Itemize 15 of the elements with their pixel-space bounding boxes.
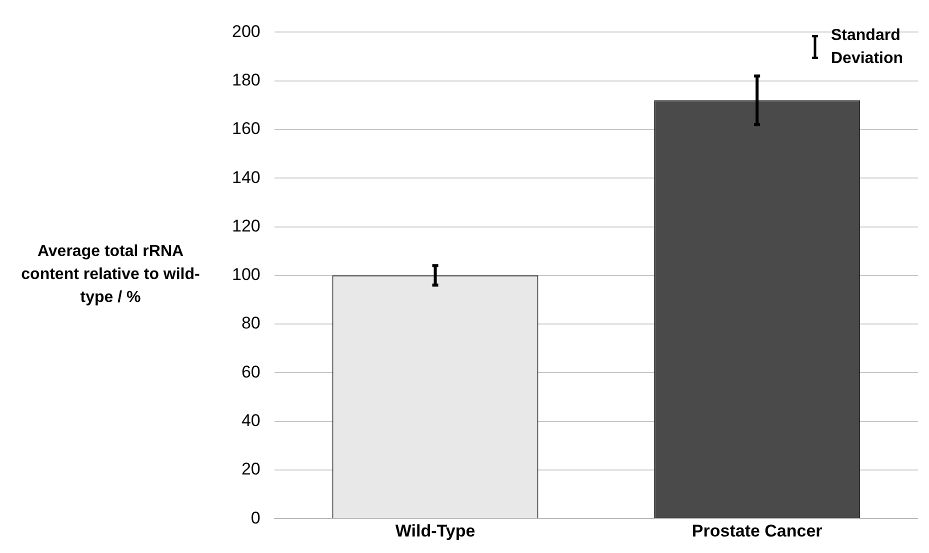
y-tick-label: 200 (232, 22, 260, 41)
y-axis-title: Average total rRNA content relative to wild-type / % (20, 242, 201, 308)
y-tick-label: 80 (241, 314, 260, 333)
x-tick-label: Wild-Type (395, 521, 476, 540)
y-tick-label: 120 (232, 216, 260, 236)
y-tick-label: 20 (241, 460, 260, 479)
x-tick-label: Prostate Cancer (692, 521, 823, 540)
y-tick-label: 100 (232, 265, 260, 284)
y-tick-label: 180 (232, 70, 260, 90)
annotation: Standard Deviation (831, 26, 904, 69)
y-tick-label: 160 (232, 119, 260, 138)
y-tick-label: 40 (241, 411, 260, 430)
y-tick-label: 140 (232, 168, 260, 187)
y-tick-label: 0 (250, 508, 260, 528)
y-tick-label: 60 (241, 362, 260, 382)
